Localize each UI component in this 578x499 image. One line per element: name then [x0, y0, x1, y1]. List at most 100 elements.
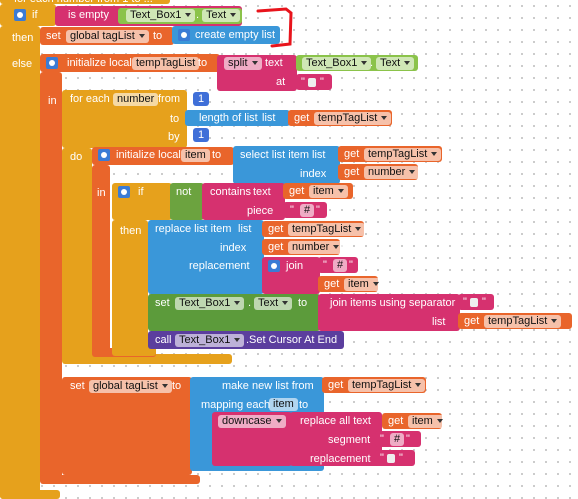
red-bracket [256, 7, 293, 48]
label: do [70, 151, 83, 163]
field: tempTagList [484, 315, 562, 328]
block [318, 294, 460, 331]
block [62, 377, 192, 475]
label: if [32, 9, 38, 21]
label: piece [247, 205, 274, 217]
label: create empty list [195, 29, 276, 41]
label: get [268, 241, 284, 253]
label: . [248, 297, 252, 309]
label: contains [210, 186, 251, 198]
label: " [323, 259, 327, 271]
block [0, 26, 40, 499]
label: 1 [198, 93, 205, 105]
field: number [288, 241, 344, 254]
label: initialize local [67, 57, 132, 69]
label: initialize local [116, 149, 181, 161]
empty-text-marker [387, 454, 395, 463]
field: # [333, 259, 348, 272]
label: make new list from [222, 380, 314, 392]
label: " [320, 76, 324, 88]
label: " [406, 433, 410, 445]
label: . [370, 57, 374, 69]
label: is empty [68, 9, 109, 21]
mutator-icon [98, 149, 110, 161]
label: to [212, 149, 222, 161]
label: " [399, 452, 403, 464]
label: then [120, 225, 142, 237]
label: set [155, 297, 170, 309]
field: item [344, 278, 383, 291]
label: to [170, 113, 180, 125]
label: list [262, 112, 276, 124]
mutator-icon [118, 186, 130, 198]
mutator-icon [178, 29, 190, 41]
label: .Set Cursor At End [246, 334, 338, 346]
label: not [176, 186, 192, 198]
block [0, 490, 60, 499]
label: then [12, 32, 34, 44]
label: to [153, 30, 163, 42]
empty-text-marker [470, 298, 478, 307]
block [0, 0, 170, 4]
label: 1 [198, 129, 205, 141]
label: set [46, 30, 61, 42]
label: to [299, 399, 309, 411]
label: get [344, 148, 360, 160]
field: # [390, 433, 405, 446]
block [193, 92, 209, 106]
label: at [276, 76, 286, 88]
field: global tagList [66, 30, 149, 43]
block [202, 183, 285, 220]
block [112, 220, 148, 350]
label: join [286, 260, 304, 272]
label: get [388, 415, 404, 427]
field: global tagList [89, 380, 172, 393]
block [170, 183, 204, 220]
label: by [168, 131, 180, 143]
field: item [309, 185, 348, 198]
label: text [253, 186, 271, 198]
field: Text_Box1 [175, 334, 245, 347]
label: join items using separator [330, 297, 456, 309]
empty-text-marker [308, 78, 316, 87]
field: tempTagList [288, 223, 366, 236]
block [92, 165, 110, 355]
field: number [364, 166, 420, 179]
label: from [158, 93, 180, 105]
field: Text_Box1 [302, 57, 372, 70]
label: for each number from 1 to ... [14, 0, 153, 6]
label: set [70, 380, 85, 392]
label: to [198, 57, 208, 69]
block [62, 148, 92, 360]
block [148, 220, 264, 294]
label: list [312, 149, 326, 161]
label: replacement [189, 260, 250, 272]
field: # [300, 204, 315, 217]
label: get [289, 185, 305, 197]
label: " [301, 76, 305, 88]
block [185, 110, 290, 126]
label: " [316, 204, 320, 216]
block [112, 342, 156, 356]
block [62, 354, 232, 364]
block [40, 72, 62, 482]
label: replacement [310, 453, 371, 465]
block [290, 412, 382, 466]
label: segment [328, 434, 371, 446]
field: item [269, 398, 298, 411]
label: in [97, 187, 106, 199]
label: mapping each [201, 399, 271, 411]
field: item [181, 149, 210, 162]
field: Text [202, 9, 241, 22]
label: get [344, 166, 360, 178]
label: replace list item [155, 223, 232, 235]
field: tempTagList [364, 148, 442, 161]
field: Text_Box1 [175, 297, 245, 310]
label: call [155, 334, 172, 346]
block [40, 475, 200, 484]
block [172, 26, 280, 44]
field: tempTagList [314, 112, 392, 125]
field: Text_Box1 [126, 9, 196, 22]
field: item [408, 415, 447, 428]
